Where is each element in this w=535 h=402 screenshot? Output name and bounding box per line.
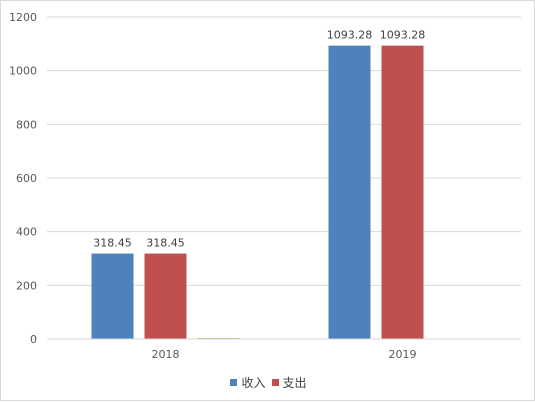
bars bbox=[91, 45, 424, 339]
y-tick-label: 0 bbox=[30, 333, 37, 346]
y-tick-label: 1200 bbox=[9, 11, 37, 24]
y-tick-label: 800 bbox=[16, 118, 37, 131]
bar bbox=[328, 45, 371, 339]
x-axis-tick-labels: 2018 2019 bbox=[152, 348, 417, 361]
legend-label: 收入 bbox=[241, 376, 266, 390]
data-label: 318.45 bbox=[146, 237, 185, 250]
legend-item: 收入 bbox=[230, 374, 266, 391]
legend-item: 支出 bbox=[271, 374, 307, 391]
data-label: 1093.28 bbox=[380, 29, 426, 42]
data-label: 1093.28 bbox=[327, 29, 373, 42]
y-tick-label: 600 bbox=[16, 172, 37, 185]
x-tick-label: 2019 bbox=[389, 348, 417, 361]
y-axis-tick-labels: 0 200 400 600 800 1000 1200 bbox=[9, 11, 37, 346]
data-labels: 318.45 318.45 1093.28 1093.28 bbox=[93, 29, 425, 250]
data-label: 318.45 bbox=[93, 237, 132, 250]
legend-swatch bbox=[230, 379, 238, 386]
x-tick-label: 2018 bbox=[152, 348, 180, 361]
gridlines bbox=[47, 16, 521, 286]
y-tick-label: 200 bbox=[16, 279, 37, 292]
y-tick-label: 1000 bbox=[9, 65, 37, 78]
y-tick-label: 400 bbox=[16, 226, 37, 239]
legend-label: 支出 bbox=[282, 376, 307, 390]
bar bbox=[381, 45, 424, 339]
legend: 收入 支出 bbox=[1, 374, 535, 391]
legend-swatch bbox=[271, 379, 279, 386]
bar bbox=[144, 253, 187, 339]
bar bbox=[91, 253, 134, 339]
